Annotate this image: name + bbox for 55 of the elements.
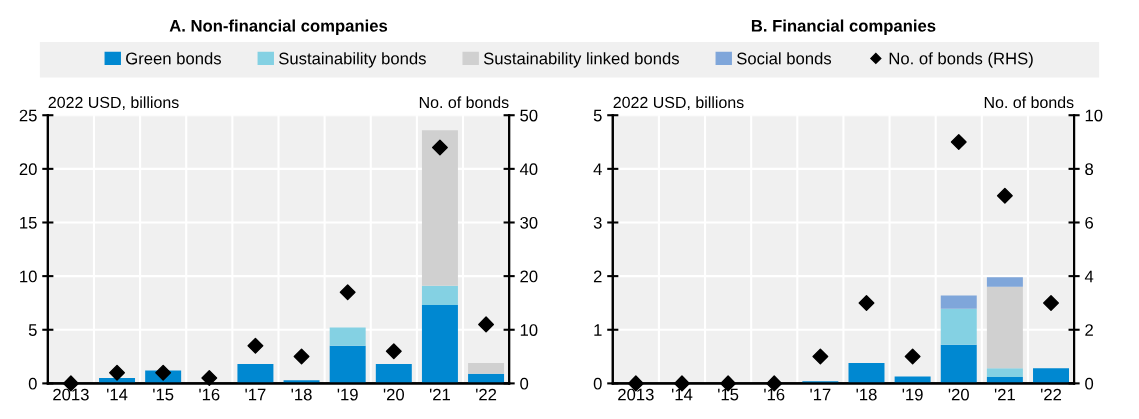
y2-tick-label: 4 — [1084, 270, 1094, 283]
y-tick-label: 1 — [594, 324, 602, 336]
x-tick-label: 2013 — [53, 388, 89, 401]
chart-title: B. Financial companies — [751, 19, 936, 35]
y2-tick-label: 0 — [1085, 377, 1094, 390]
x-tick-label: '16 — [199, 388, 220, 401]
legend-label: Social bonds — [737, 52, 832, 65]
x-tick-label: '18 — [856, 388, 877, 401]
x-tick-label: '21 — [429, 388, 450, 401]
y2-tick-label: 8 — [1085, 163, 1094, 176]
x-tick-label: '20 — [383, 388, 405, 401]
x-tick-label: '19 — [902, 388, 923, 401]
y-tick-label: 15 — [20, 217, 37, 229]
y-tick-label: 5 — [28, 324, 37, 336]
x-tick-label: '22 — [476, 388, 497, 401]
y2-tick-label: 10 — [520, 324, 538, 336]
y2-tick-label: 6 — [1085, 216, 1094, 229]
y2-tick-label: 20 — [520, 270, 538, 283]
legend-label: Sustainability linked bonds — [483, 52, 679, 68]
y2-axis-title: No. of bonds — [419, 96, 509, 109]
y2-tick-label: 30 — [520, 216, 538, 229]
legend-label: Sustainability bonds — [279, 52, 426, 68]
x-tick-label: '15 — [153, 388, 174, 401]
x-tick-label: '14 — [107, 388, 128, 401]
y-axis-title: 2022 USD, billions — [613, 96, 744, 110]
x-tick-label: '14 — [671, 388, 693, 401]
y-tick-label: 4 — [593, 163, 602, 175]
x-tick-label: '17 — [245, 388, 266, 401]
y2-tick-label: 50 — [520, 109, 538, 122]
x-tick-label: '18 — [291, 388, 312, 401]
y-tick-label: 0 — [593, 377, 602, 390]
chart-title: A. Non-financial companies — [169, 19, 388, 35]
y2-tick-label: 2 — [1085, 324, 1093, 336]
y2-axis-title: No. of bonds — [984, 96, 1074, 109]
x-tick-label: '20 — [948, 388, 969, 401]
y2-tick-label: 10 — [1085, 109, 1103, 122]
y-tick-label: 25 — [19, 109, 37, 122]
x-tick-label: '19 — [337, 388, 358, 401]
legend-label: No. of bonds (RHS) — [889, 52, 1033, 68]
y-tick-label: 3 — [593, 216, 602, 229]
x-tick-label: '17 — [810, 388, 831, 401]
x-tick-label: '22 — [1041, 388, 1062, 401]
y2-tick-label: 0 — [520, 377, 529, 390]
y-tick-label: 20 — [19, 163, 37, 176]
x-tick-label: '16 — [764, 388, 785, 401]
x-tick-label: '15 — [718, 388, 739, 401]
y-axis-title: 2022 USD, billions — [48, 96, 179, 110]
y-tick-label: 5 — [593, 109, 602, 122]
y-tick-label: 10 — [20, 270, 37, 283]
x-tick-label: 2013 — [618, 388, 654, 401]
y-tick-label: 0 — [28, 377, 37, 390]
legend-label: Green bonds — [126, 52, 221, 65]
x-tick-label: '21 — [994, 388, 1015, 401]
y2-tick-label: 40 — [519, 163, 538, 176]
y-tick-label: 2 — [593, 270, 602, 283]
